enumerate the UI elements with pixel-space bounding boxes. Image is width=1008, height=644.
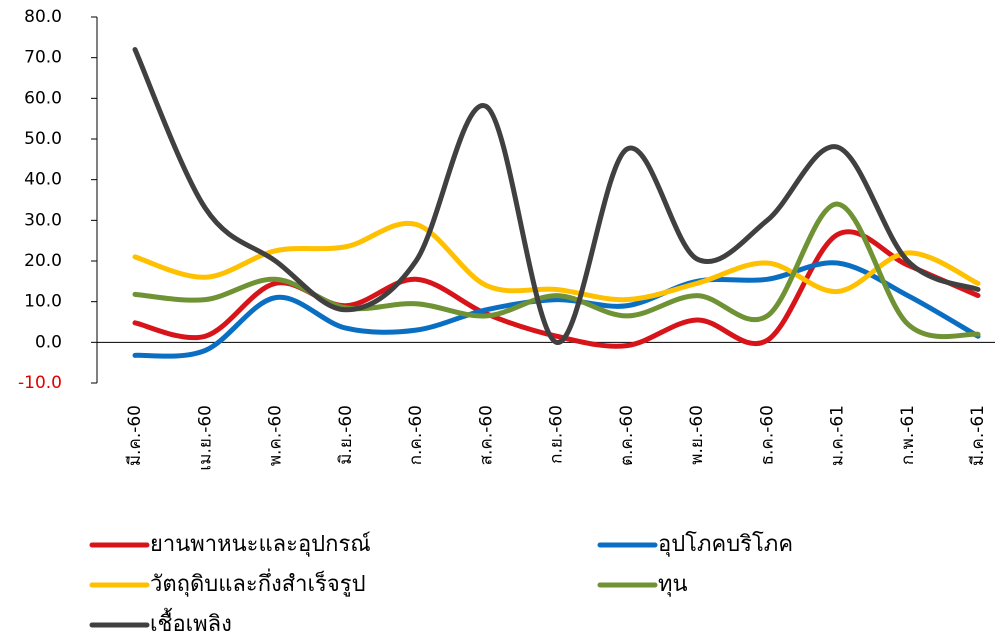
series-line xyxy=(132,47,981,345)
y-tick-label: 70.0 xyxy=(24,48,62,68)
legend-label: วัตถุดิบและกึ่งสำเร็จรูป xyxy=(150,568,366,597)
series-line xyxy=(132,220,981,303)
x-tick-label: ต.ค.-60 xyxy=(617,405,637,466)
y-tick-label: 80.0 xyxy=(24,7,62,27)
series-line xyxy=(132,260,981,359)
y-tick-label: 20.0 xyxy=(24,251,62,271)
x-tick-label: มิ.ย.-60 xyxy=(336,405,356,465)
series-line xyxy=(132,229,981,349)
legend-label: ยานพาหนะและอุปกรณ์ xyxy=(150,532,371,557)
y-tick-label: -10.0 xyxy=(18,373,62,393)
legend-label: เชื้อเพลิง xyxy=(150,608,232,637)
x-tick-label: ก.ค.-60 xyxy=(406,405,426,465)
y-tick-label: 60.0 xyxy=(24,88,62,108)
x-tick-label: ส.ค.-60 xyxy=(476,405,496,465)
y-tick-label: 0.0 xyxy=(35,332,62,352)
x-tick-label: พ.ค.-60 xyxy=(266,405,286,466)
y-tick-label: 50.0 xyxy=(24,129,62,149)
y-tick-label: 40.0 xyxy=(24,170,62,190)
legend-label: อุปโภคบริโภค xyxy=(658,531,793,557)
series-line xyxy=(132,201,981,340)
x-tick-label: พ.ย.-60 xyxy=(687,405,707,465)
x-tick-label: ก.พ.-61 xyxy=(898,405,918,465)
x-tick-label: ธ.ค.-60 xyxy=(757,405,777,465)
legend-label: ทุน xyxy=(658,572,688,597)
x-tick-label: ม.ค.-61 xyxy=(828,405,848,466)
y-tick-label: 10.0 xyxy=(24,292,62,312)
x-tick-label: มี.ค.-61 xyxy=(968,405,988,466)
y-tick-label: 30.0 xyxy=(24,210,62,230)
x-tick-label: ก.ย.-60 xyxy=(547,405,567,464)
x-tick-label: มี.ค.-60 xyxy=(125,405,145,466)
x-tick-label: เม.ย.-60 xyxy=(195,405,215,471)
